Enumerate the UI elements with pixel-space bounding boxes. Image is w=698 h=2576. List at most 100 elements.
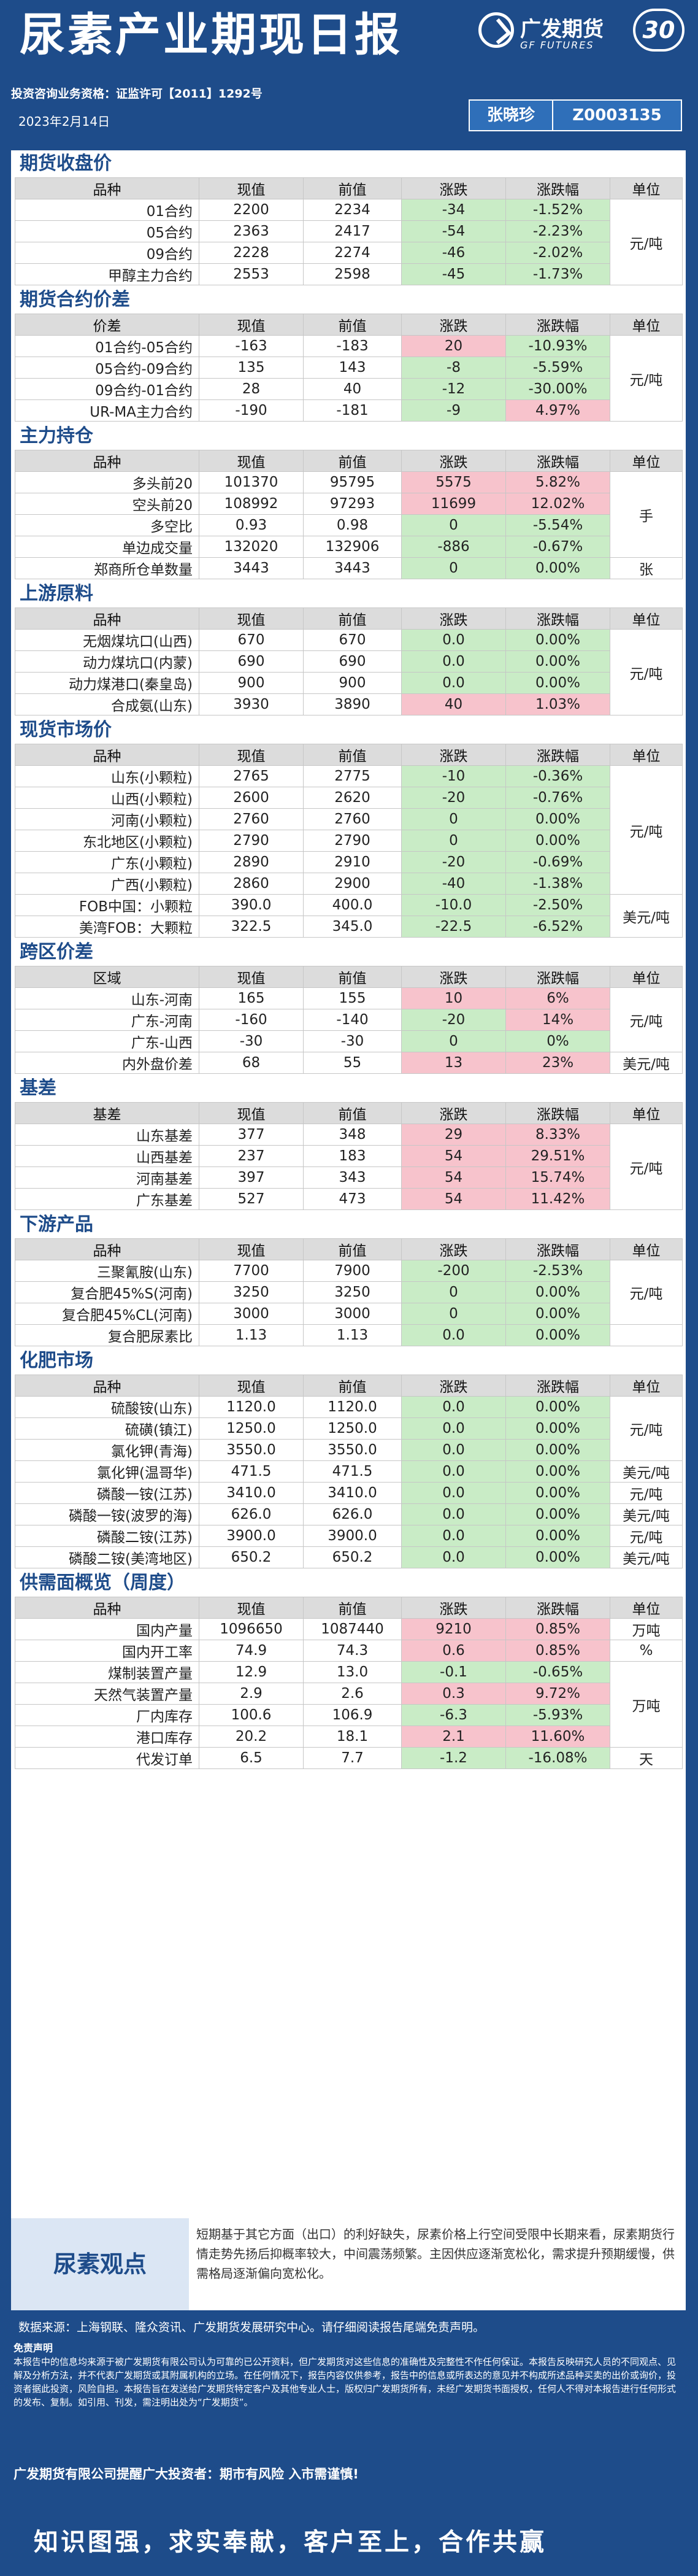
table-row: 广东基差 527 473 54 11.42%: [15, 1188, 683, 1210]
column-header: 前值: [303, 607, 402, 630]
table-row: 国内开工率 74.9 74.3 0.6 0.85%%: [15, 1640, 683, 1662]
cell-value: 18.1: [303, 1726, 402, 1748]
cell-value: 6.5: [199, 1747, 304, 1769]
cell-value: 0: [401, 514, 506, 536]
cell-value: 2.1: [401, 1726, 506, 1748]
row-label: 山东-河南: [15, 987, 199, 1009]
cell-value: 2274: [303, 242, 402, 264]
table-row: 山东(小颗粒) 2765 2775 -10 -0.36% 元/吨: [15, 765, 683, 895]
table-row: 动力煤坑口(内蒙) 690 690 0.0 0.00%: [15, 650, 683, 673]
section-0: 期货收盘价 品种 现值 前值 涨跌 涨跌幅 单位 01合约 2200 2234 -34 -1.52% 元…: [11, 150, 686, 285]
cell-value: 0.0: [401, 1525, 506, 1547]
cell-value: 348: [303, 1124, 402, 1146]
cell-value: 2620: [303, 787, 402, 809]
cell-value: 471.5: [199, 1460, 304, 1483]
section-9: 供需面概览（周度） 品种 现值 前值 涨跌 涨跌幅 单位 国内产量 1096650 1087440…: [11, 1570, 686, 1769]
column-header: 前值: [303, 966, 402, 988]
cell-value: 0.00%: [505, 1396, 610, 1418]
data-table: 区域 现值 前值 涨跌 涨跌幅 单位 山东-河南 165 155 10 6% 元/吨 广东-河南 -160…: [15, 966, 683, 1074]
cell-value: 108992: [199, 493, 304, 515]
table-row: 广西(小颗粒) 2860 2900 -40 -1.38%: [15, 873, 683, 895]
cell-value: 135: [199, 357, 304, 379]
cell-value: 2910: [303, 851, 402, 873]
cell-value: 2200: [199, 199, 304, 221]
cell-value: 650.2: [199, 1546, 304, 1568]
cell-value: 345.0: [303, 916, 402, 938]
cell-value: 0: [401, 557, 506, 579]
table-row: 磷酸一铵(波罗的海) 626.0 626.0 0.0 0.00% 美元/吨: [15, 1503, 683, 1525]
cell-value: 0.00%: [505, 1324, 610, 1346]
cell-value: 3000: [303, 1303, 402, 1325]
column-header: 现值: [199, 1238, 304, 1260]
row-label: 山西基差: [15, 1145, 199, 1167]
cell-value: -5.59%: [505, 357, 610, 379]
row-label: 河南(小颗粒): [15, 808, 199, 830]
table-header-row: 基差 现值 前值 涨跌 涨跌幅 单位: [15, 1102, 683, 1124]
cell-value: 2598: [303, 263, 402, 285]
column-header: 涨跌幅: [505, 1102, 610, 1124]
cell-value: 2860: [199, 873, 304, 895]
row-label: 动力煤港口(秦皇岛): [15, 672, 199, 694]
section-title: 期货收盘价: [20, 153, 112, 174]
unit-cell: 元/吨: [610, 199, 683, 285]
cell-value: 0: [401, 1030, 506, 1052]
row-label: 广西(小颗粒): [15, 873, 199, 895]
row-label: 国内产量: [15, 1618, 199, 1640]
column-header: 涨跌: [401, 1238, 506, 1260]
column-header: 单位: [610, 1597, 683, 1619]
row-label: 三聚氰胺(山东): [15, 1260, 199, 1282]
cell-value: 0.00%: [505, 1525, 610, 1547]
row-label: 01合约: [15, 199, 199, 221]
row-label: 广东-山西: [15, 1030, 199, 1052]
cell-value: 54: [401, 1167, 506, 1189]
section-title: 期货合约价差: [20, 289, 130, 310]
column-header: 涨跌: [401, 607, 506, 630]
table-row: 港口库存 20.2 18.1 2.1 11.60%: [15, 1726, 683, 1748]
cell-value: 0.00%: [505, 1460, 610, 1483]
section-8: 化肥市场 品种 现值 前值 涨跌 涨跌幅 单位 硫酸铵(山东) 1120.0 1120.0 0.0 0…: [11, 1348, 686, 1568]
cell-value: -2.23%: [505, 220, 610, 242]
cell-value: 0.00%: [505, 629, 610, 651]
row-label: 单边成交量: [15, 536, 199, 558]
row-label: 氯化钾(温哥华): [15, 1460, 199, 1483]
table-row: 05合约-09合约 135 143 -8 -5.59%: [15, 357, 683, 379]
cell-value: -200: [401, 1260, 506, 1282]
cell-value: -0.67%: [505, 536, 610, 558]
table-row: 国内产量 1096650 1087440 9210 0.85% 万吨: [15, 1618, 683, 1640]
cell-value: 0.00%: [505, 830, 610, 852]
cell-value: -10.93%: [505, 335, 610, 357]
cell-value: -190: [199, 399, 304, 422]
cell-value: 0.0: [401, 672, 506, 694]
column-header: 基差: [15, 1102, 199, 1124]
column-header: 前值: [303, 1238, 402, 1260]
cell-value: 97293: [303, 493, 402, 515]
cell-value: -0.76%: [505, 787, 610, 809]
cell-value: -20: [401, 787, 506, 809]
table-row: 硫磺(镇江) 1250.0 1250.0 0.0 0.00%: [15, 1417, 683, 1440]
cell-value: -1.2: [401, 1747, 506, 1769]
disclaimer-text: 本报告中的信息均来源于被广发期货有限公司认为可靠的已公开资料，但广发期货对这些信…: [13, 2356, 677, 2408]
report-date: 2023年2月14日: [18, 114, 110, 129]
cell-value: 29.51%: [505, 1145, 610, 1167]
table-row: 09合约 2228 2274 -46 -2.02%: [15, 242, 683, 264]
data-table: 品种 现值 前值 涨跌 涨跌幅 单位 国内产量 1096650 1087440 9210 0.85%…: [15, 1597, 683, 1769]
table-header-row: 品种 现值 前值 涨跌 涨跌幅 单位: [15, 1375, 683, 1397]
cell-value: 2790: [199, 830, 304, 852]
section-title: 化肥市场: [20, 1350, 93, 1371]
unit-cell: 美元/吨: [610, 1052, 683, 1074]
table-row: 三聚氰胺(山东) 7700 7900 -200 -2.53% 元/吨: [15, 1260, 683, 1325]
cell-value: 11.60%: [505, 1726, 610, 1748]
cell-value: 20.2: [199, 1726, 304, 1748]
column-header: 涨跌幅: [505, 1238, 610, 1260]
cell-value: 900: [199, 672, 304, 694]
cell-value: 0.00%: [505, 1281, 610, 1303]
cell-value: 5575: [401, 471, 506, 493]
column-header: 价差: [15, 314, 199, 336]
cell-value: 10: [401, 987, 506, 1009]
unit-cell: 万吨: [610, 1618, 683, 1640]
unit-cell: 天: [610, 1747, 683, 1769]
row-label: 合成氨(山东): [15, 693, 199, 715]
cell-value: 626.0: [303, 1503, 402, 1525]
table-row: 氯化钾(温哥华) 471.5 471.5 0.0 0.00% 美元/吨: [15, 1460, 683, 1483]
column-header: 单位: [610, 450, 683, 472]
